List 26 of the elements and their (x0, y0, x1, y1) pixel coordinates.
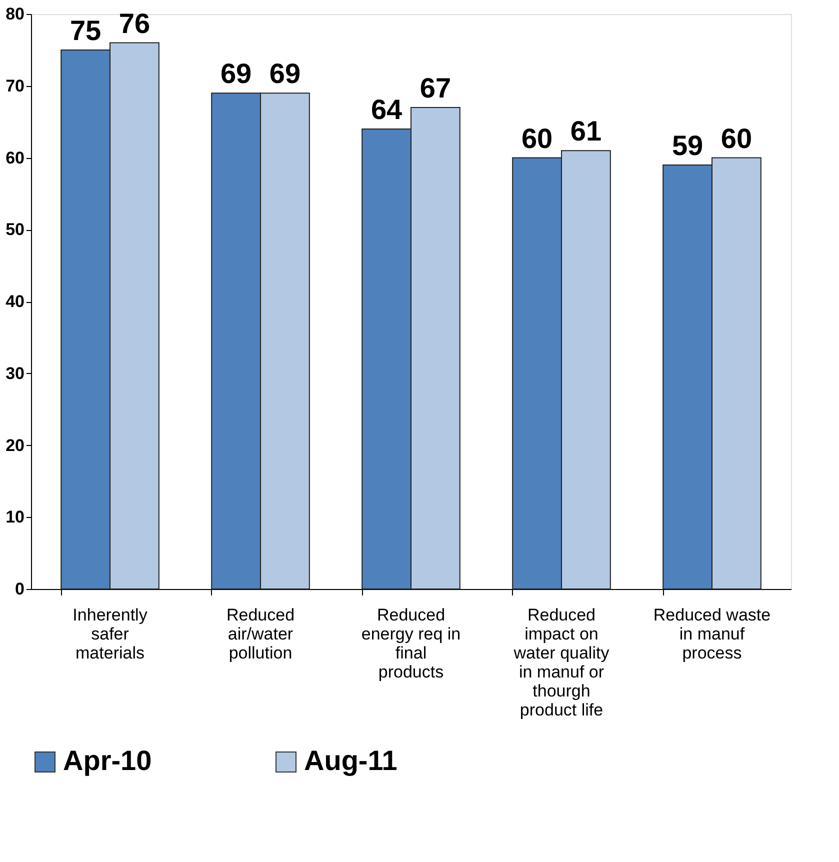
y-tick-label: 40 (6, 292, 24, 311)
y-tick-label: 80 (6, 4, 24, 24)
x-tick-label: Reduced impact on water quality in manuf or thourgh product life (512, 606, 610, 720)
y-tick-label: 0 (15, 580, 24, 598)
y-tick-label: 50 (6, 220, 24, 240)
data-label: 67 (420, 72, 452, 104)
y-tick-label: 20 (6, 436, 24, 455)
data-label: 61 (570, 116, 602, 147)
x-tick-label: Reduced energy req in final products (361, 606, 461, 682)
legend-label: Apr-10 (63, 745, 152, 776)
data-label: 59 (672, 130, 704, 161)
data-label: 75 (70, 14, 102, 46)
x-tick-label: Reduced waste in manuf process (653, 606, 771, 662)
x-tick-label: Reduced air/water pollution (226, 606, 295, 662)
x-tick-label: Inherently safer materials (72, 606, 148, 662)
data-label: 64 (370, 94, 403, 125)
y-tick-label: 70 (6, 76, 24, 96)
legend-label: Aug-11 (304, 745, 398, 776)
y-tick-label: 10 (6, 508, 24, 527)
data-label: 69 (269, 58, 301, 90)
data-label: 60 (521, 122, 553, 154)
y-tick-label: 30 (6, 364, 24, 383)
data-label: 69 (220, 58, 252, 90)
data-label: 76 (118, 8, 150, 39)
data-label: 60 (720, 122, 752, 154)
y-tick-label: 60 (6, 148, 24, 168)
